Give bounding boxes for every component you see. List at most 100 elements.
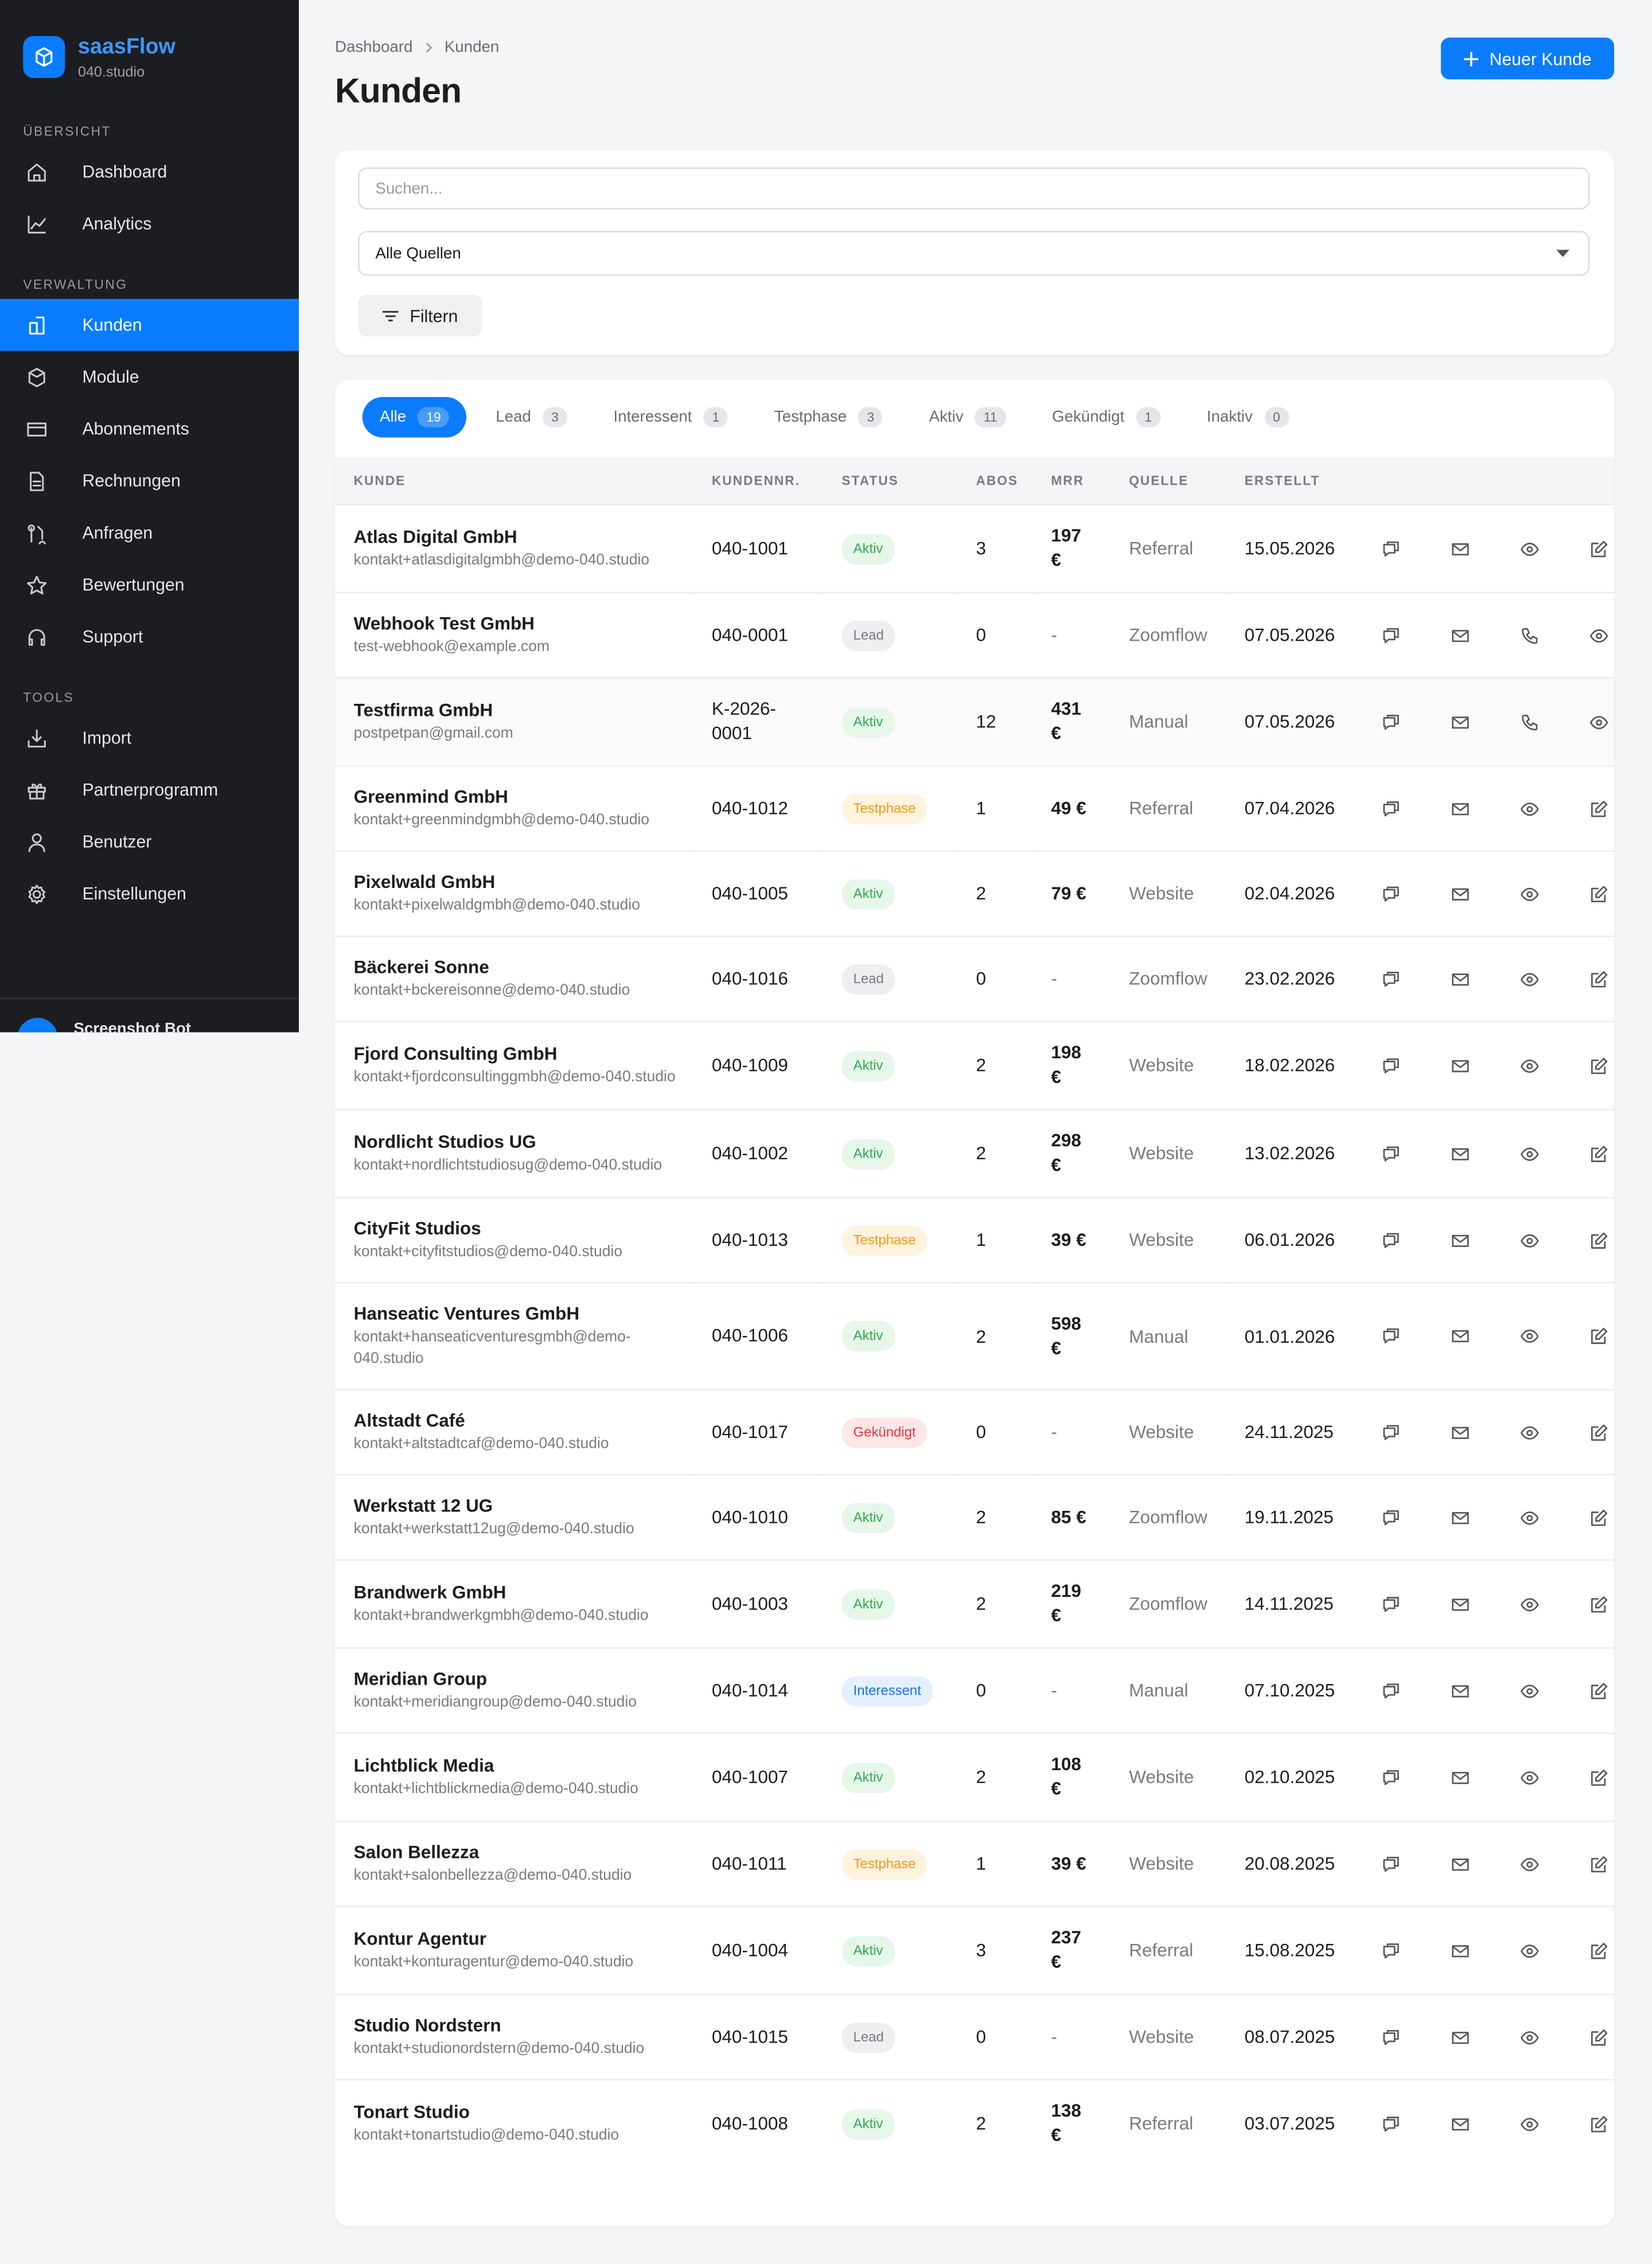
mail-action[interactable] (1451, 969, 1493, 988)
table-row[interactable]: Brandwerk GmbH kontakt+brandwerkgmbh@demo… (334, 1559, 1615, 1649)
mail-action[interactable] (1451, 1941, 1493, 1960)
edit-action[interactable] (1589, 2114, 1614, 2133)
edit-action[interactable] (1589, 1056, 1614, 1075)
edit-action[interactable] (1589, 1508, 1614, 1527)
nav-item[interactable]: Bewertungen (0, 559, 299, 611)
eye-action[interactable] (1520, 1056, 1562, 1075)
nav-item[interactable]: Dashboard (0, 146, 299, 198)
crumb[interactable]: Dashboard (334, 38, 413, 57)
chat-action[interactable] (1382, 1768, 1424, 1787)
table-row[interactable]: Greenmind GmbH kontakt+greenmindgmbh@demo… (334, 765, 1615, 851)
table-row[interactable]: Nordlicht Studios UG kontakt+nordlichtstu… (334, 1109, 1615, 1198)
new-customer-button[interactable]: Neuer Kunde (1440, 37, 1615, 80)
mail-action[interactable] (1451, 1508, 1493, 1527)
edit-action[interactable] (1589, 2028, 1614, 2047)
nav-item[interactable]: Benutzer (0, 816, 299, 868)
search-input[interactable]: Suchen... (358, 167, 1590, 209)
eye-action[interactable] (1520, 1508, 1562, 1527)
table-row[interactable]: Lichtblick Media kontakt+lichtblickmedia@… (334, 1732, 1615, 1822)
nav-item[interactable]: Analytics (0, 198, 299, 250)
source-select[interactable]: Alle Quellen (358, 231, 1590, 276)
nav-item[interactable]: Import (0, 712, 299, 764)
tab[interactable]: Aktiv 11 (911, 397, 1023, 437)
eye-action[interactable] (1520, 799, 1562, 818)
mail-action[interactable] (1451, 1595, 1493, 1614)
table-row[interactable]: Kontur Agentur kontakt+konturagentur@demo… (334, 1905, 1615, 1995)
phone-action[interactable] (1520, 626, 1562, 645)
edit-action[interactable] (1589, 1327, 1614, 1346)
eye-action[interactable] (1520, 1595, 1562, 1614)
edit-action[interactable] (1589, 969, 1614, 988)
nav-item[interactable]: Anfragen (0, 506, 299, 559)
tab[interactable]: Inaktiv 0 (1190, 397, 1306, 437)
eye-action[interactable] (1520, 2114, 1562, 2133)
tab[interactable]: Gekündigt 1 (1035, 397, 1178, 437)
edit-action[interactable] (1589, 1854, 1614, 1873)
chat-action[interactable] (1382, 1595, 1424, 1614)
table-row[interactable]: Bäckerei Sonne kontakt+bckereisonne@demo-… (334, 936, 1615, 1022)
eye-action[interactable] (1520, 1681, 1562, 1700)
eye-action[interactable] (1520, 1231, 1562, 1250)
eye-action[interactable] (1520, 2028, 1562, 2047)
table-row[interactable]: CityFit Studios kontakt+cityfitstudios@de… (334, 1197, 1615, 1283)
mail-action[interactable] (1451, 2028, 1493, 2047)
table-row[interactable]: Hanseatic Ventures GmbH kontakt+hanseatic… (334, 1282, 1615, 1390)
mail-action[interactable] (1451, 626, 1493, 645)
table-row[interactable]: Tonart Studio kontakt+tonartstudio@demo-0… (334, 2079, 1615, 2168)
nav-item[interactable]: Einstellungen (0, 868, 299, 920)
tab[interactable]: Lead 3 (478, 397, 585, 437)
chat-action[interactable] (1382, 1681, 1424, 1700)
edit-action[interactable] (1589, 799, 1614, 818)
table-row[interactable]: Werkstatt 12 UG kontakt+werkstatt12ug@dem… (334, 1474, 1615, 1560)
chat-action[interactable] (1382, 1941, 1424, 1960)
edit-action[interactable] (1589, 884, 1614, 903)
chat-action[interactable] (1382, 626, 1424, 645)
nav-item[interactable]: Support (0, 611, 299, 663)
edit-action[interactable] (1589, 1231, 1614, 1250)
eye-action[interactable] (1520, 1423, 1562, 1442)
eye-action[interactable] (1520, 539, 1562, 558)
eye-action[interactable] (1520, 884, 1562, 903)
filter-button[interactable]: Filtern (358, 294, 482, 337)
chat-action[interactable] (1382, 1423, 1424, 1442)
mail-action[interactable] (1451, 1231, 1493, 1250)
chat-action[interactable] (1382, 2114, 1424, 2133)
table-row[interactable]: Atlas Digital GmbH kontakt+atlasdigitalgm… (334, 504, 1615, 593)
edit-action[interactable] (1589, 539, 1614, 558)
mail-action[interactable] (1451, 1327, 1493, 1346)
eye-action[interactable] (1589, 712, 1614, 731)
table-row[interactable]: Fjord Consulting GmbH kontakt+fjordconsul… (334, 1020, 1615, 1110)
nav-item[interactable]: Module (0, 351, 299, 403)
chat-action[interactable] (1382, 1144, 1424, 1163)
table-row[interactable]: Pixelwald GmbH kontakt+pixelwaldgmbh@demo… (334, 850, 1615, 937)
edit-action[interactable] (1589, 1144, 1614, 1163)
eye-action[interactable] (1520, 1854, 1562, 1873)
nav-item[interactable]: Kunden (0, 299, 299, 351)
table-row[interactable]: Altstadt Café kontakt+altstadtcaf@demo-04… (334, 1389, 1615, 1475)
mail-action[interactable] (1451, 1854, 1493, 1873)
nav-item[interactable]: Rechnungen (0, 455, 299, 507)
chat-action[interactable] (1382, 2028, 1424, 2047)
table-row[interactable]: Salon Bellezza kontakt+salonbellezza@demo… (334, 1820, 1615, 1907)
mail-action[interactable] (1451, 1144, 1493, 1163)
mail-action[interactable] (1451, 1423, 1493, 1442)
eye-action[interactable] (1520, 1144, 1562, 1163)
mail-action[interactable] (1451, 539, 1493, 558)
chat-action[interactable] (1382, 1327, 1424, 1346)
chat-action[interactable] (1382, 799, 1424, 818)
mail-action[interactable] (1451, 1056, 1493, 1075)
edit-action[interactable] (1589, 1941, 1614, 1960)
tab[interactable]: Alle 19 (362, 397, 467, 438)
chat-action[interactable] (1382, 969, 1424, 988)
chat-action[interactable] (1382, 1854, 1424, 1873)
user[interactable]: Screenshot Bot (0, 997, 299, 1032)
chat-action[interactable] (1382, 1508, 1424, 1527)
edit-action[interactable] (1589, 1595, 1614, 1614)
mail-action[interactable] (1451, 2114, 1493, 2133)
eye-action[interactable] (1589, 626, 1614, 645)
eye-action[interactable] (1520, 1941, 1562, 1960)
chat-action[interactable] (1382, 712, 1424, 731)
table-row[interactable]: Studio Nordstern kontakt+studionordstern@… (334, 1993, 1615, 2080)
eye-action[interactable] (1520, 1327, 1562, 1346)
phone-action[interactable] (1520, 712, 1562, 731)
